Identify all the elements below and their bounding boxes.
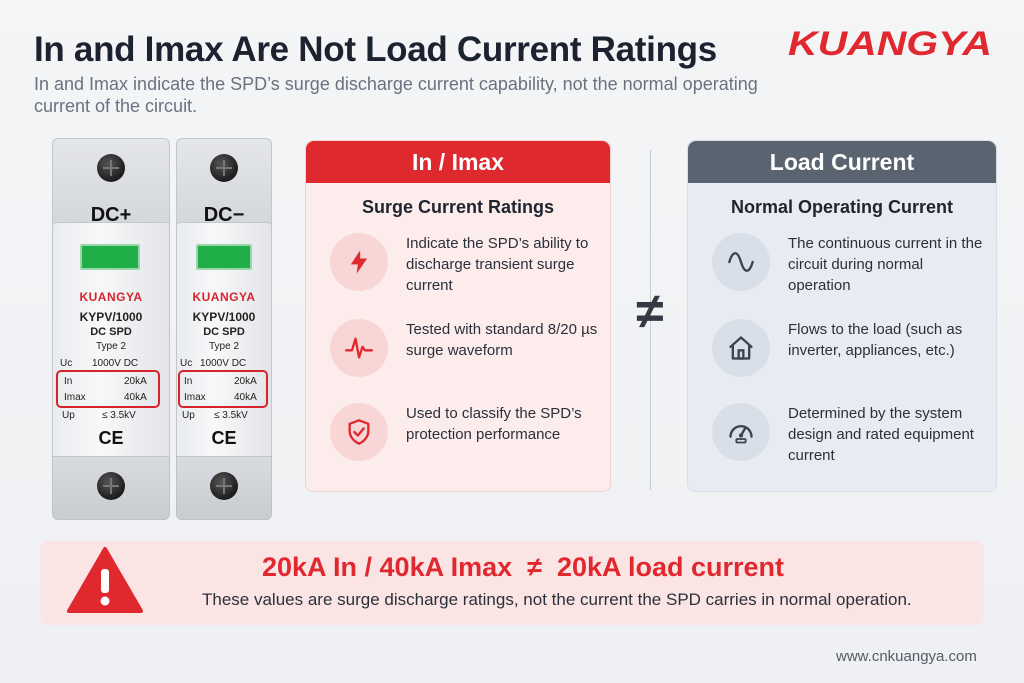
surge-panel-subtitle: Surge Current Ratings	[361, 197, 555, 217]
website-url: www.cnkuangya.com	[836, 648, 977, 665]
surge-item: Indicate the SPD’s ability to discharge …	[330, 233, 600, 297]
load-panel-subtitle: Normal Operating Current	[730, 197, 954, 217]
device-brand: KUANGYA	[192, 290, 256, 304]
load-item: The continuous current in the circuit du…	[712, 233, 982, 297]
top-screw-icon	[210, 154, 238, 182]
device-brand: KUANGYA	[79, 290, 143, 304]
gauge-icon	[712, 403, 770, 461]
uc-label: Uc	[60, 358, 73, 369]
kuangya-logo: KUANGYA	[788, 26, 992, 60]
load-item: Flows to the load (such as inverter, app…	[712, 319, 982, 383]
device-type: Type 2	[208, 341, 240, 352]
load-item-text: The continuous current in the circuit du…	[788, 235, 983, 294]
up-label: Up	[182, 410, 195, 421]
in-value: 20kA	[234, 376, 257, 387]
pole-label: DC−	[203, 204, 245, 226]
panel-divider	[650, 150, 651, 490]
in-value: 20kA	[124, 376, 147, 387]
up-label: Up	[62, 410, 75, 421]
load-item-text: Determined by the system design and rate…	[788, 405, 974, 464]
imax-value: 40kA	[124, 392, 147, 403]
shield-check-icon	[330, 403, 388, 461]
uc-value: 1000V DC	[200, 358, 247, 369]
uc-value: 1000V DC	[92, 358, 139, 369]
not-equal-symbol: ≠	[636, 283, 664, 339]
status-window	[196, 244, 252, 270]
surge-item-text: Indicate the SPD’s ability to discharge …	[406, 235, 589, 294]
up-value: ≤ 3.5kV	[102, 410, 136, 421]
page-title: In and Imax Are Not Load Current Ratings	[34, 30, 717, 69]
page-subtitle: In and Imax indicate the SPD’s surge dis…	[34, 74, 758, 116]
device-product: DC SPD	[90, 326, 132, 338]
conclusion-banner	[40, 541, 984, 625]
load-item: Determined by the system design and rate…	[712, 403, 982, 467]
sine-wave-icon	[712, 233, 770, 291]
lightning-icon	[330, 233, 388, 291]
rating-highlight-box	[178, 370, 268, 408]
imax-value: 40kA	[234, 392, 257, 403]
imax-label: Imax	[64, 392, 86, 403]
spd-pole-negative: DC− KUANGYA KYPV/1000 DC SPD Type 2 Uc 1…	[176, 138, 272, 520]
surge-rating-panel: In / Imax Surge Current Ratings Indicate…	[305, 140, 611, 492]
bottom-screw-icon	[97, 472, 125, 500]
load-current-panel: Load Current Normal Operating Current Th…	[687, 140, 997, 492]
waveform-icon	[330, 319, 388, 377]
warning-icon	[67, 547, 143, 613]
in-label: In	[64, 376, 73, 387]
house-icon	[712, 319, 770, 377]
surge-item-text: Tested with standard 8/20 µs surge wavef…	[406, 321, 598, 359]
device-model: KYPV/1000	[79, 310, 143, 324]
bottom-screw-icon	[210, 472, 238, 500]
status-window	[80, 244, 140, 270]
load-panel-title: Load Current	[688, 141, 996, 183]
surge-item: Tested with standard 8/20 µs surge wavef…	[330, 319, 600, 383]
load-item-text: Flows to the load (such as inverter, app…	[788, 321, 963, 359]
banner-description: These values are surge discharge ratings…	[202, 590, 912, 609]
banner-headline: 20kA In / 40kA Imax ≠ 20kA load current	[262, 552, 785, 582]
top-screw-icon	[97, 154, 125, 182]
device-model: KYPV/1000	[192, 310, 256, 324]
uc-label: Uc	[180, 358, 193, 369]
ce-mark: CE	[211, 428, 237, 448]
imax-label: Imax	[184, 392, 206, 403]
surge-panel-title: In / Imax	[306, 141, 610, 183]
spd-device: DC+ KUANGYA KYPV/1000 DC SPD Type 2 Uc 1…	[52, 138, 272, 520]
rating-highlight-box	[56, 370, 160, 408]
pole-label: DC+	[90, 204, 132, 226]
svg-text:KUANGYA: KUANGYA	[788, 26, 992, 60]
surge-item-text: Used to classify the SPD’s protection pe…	[406, 405, 582, 443]
ce-mark: CE	[98, 428, 124, 448]
up-value: ≤ 3.5kV	[214, 410, 248, 421]
in-label: In	[184, 376, 193, 387]
surge-item: Used to classify the SPD’s protection pe…	[330, 403, 600, 467]
device-type: Type 2	[95, 341, 127, 352]
spd-pole-positive: DC+ KUANGYA KYPV/1000 DC SPD Type 2 Uc 1…	[52, 138, 170, 520]
device-product: DC SPD	[203, 326, 245, 338]
